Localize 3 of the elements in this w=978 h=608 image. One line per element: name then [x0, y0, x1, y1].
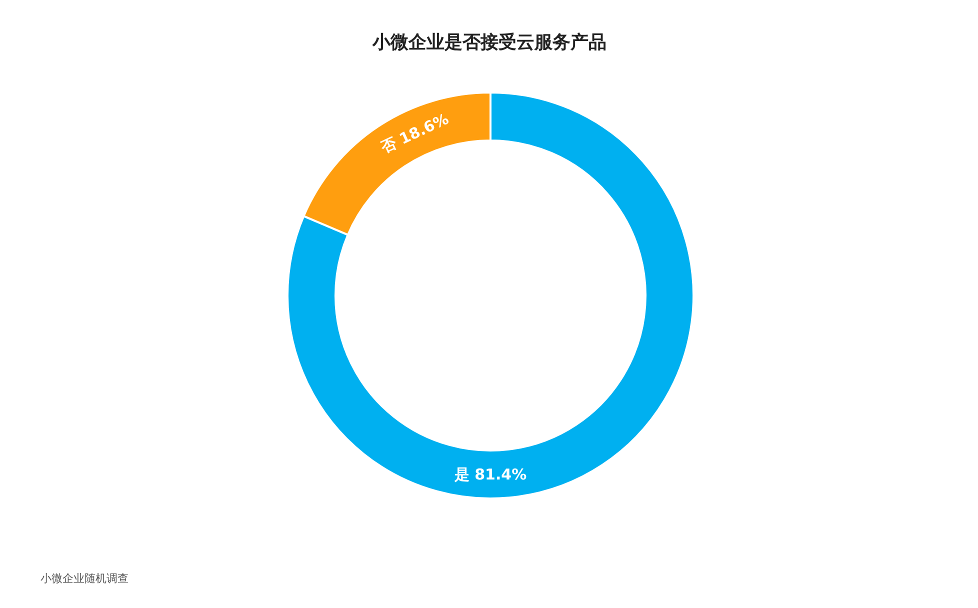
chart-title: 小微企业是否接受云服务产品	[372, 32, 606, 53]
slice-label: 是 81.4%	[453, 466, 527, 484]
text: 小微企业随机调查	[40, 572, 128, 585]
